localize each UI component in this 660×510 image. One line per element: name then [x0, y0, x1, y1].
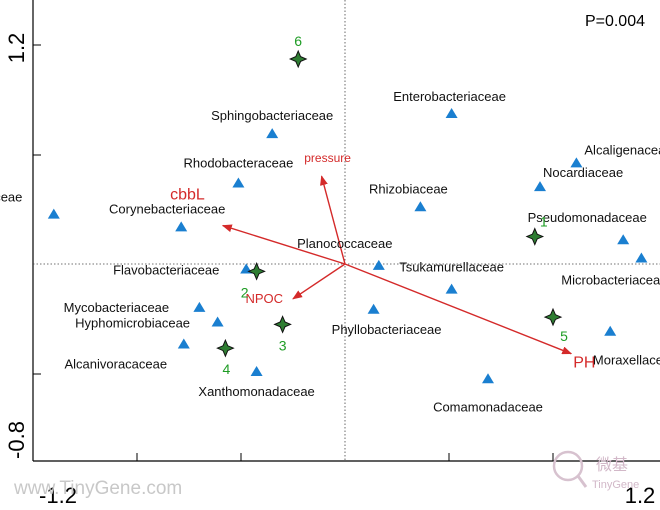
vector-arrow [320, 175, 346, 265]
taxon-marker [211, 316, 224, 327]
taxon-marker [193, 301, 206, 312]
y-ticks [33, 44, 41, 375]
vector-label: cbbL [170, 187, 205, 204]
vector-arrow [221, 224, 346, 265]
sample-label: 5 [560, 328, 568, 344]
sample-label: 2 [241, 284, 249, 300]
taxon-label: Nocardiaceae [543, 165, 623, 180]
taxon-marker [570, 157, 583, 168]
watermark-url: www.TinyGene.com [13, 478, 182, 499]
y-tick-label-bottom: -0.8 [4, 421, 29, 459]
taxon-label: Microbacteriaceae [561, 273, 660, 288]
y-tick-label-top: 1.2 [4, 33, 29, 64]
sample-label: 4 [223, 361, 231, 377]
samples-layer: 6 1 2 3 5 4 [216, 33, 568, 377]
taxon-marker [445, 283, 458, 294]
sample-label: 3 [279, 337, 287, 353]
x-ticks [136, 453, 554, 461]
vectors-layer: cbbL pressure NPOC PH [170, 151, 595, 372]
vector-label: PH [573, 355, 595, 372]
x-tick-label-right: 1.2 [625, 483, 656, 508]
taxon-label: Hyphomicrobiaceae [75, 316, 190, 331]
watermark-logo-en: TinyGene [592, 479, 639, 491]
sample-label: 1 [540, 214, 548, 230]
taxon-label: Tsukamurellaceae [399, 260, 504, 275]
taxon-label: Flavobacteriaceae [113, 262, 219, 277]
taxon-marker [250, 365, 263, 376]
taxon-label: Moraxellaceae [593, 353, 660, 368]
taxon-marker [534, 181, 546, 192]
taxon-label: Corynebacteriaceae [109, 201, 225, 216]
sample-label: 6 [294, 33, 302, 49]
taxon-label: Enterobacteriaceae [393, 89, 506, 104]
sample-marker [273, 315, 292, 334]
vector-label: pressure [304, 151, 351, 165]
taxon-marker [367, 303, 380, 314]
sample-marker [543, 307, 563, 327]
taxon-marker [47, 208, 60, 219]
taxon-marker [175, 221, 188, 232]
taxon-label: Xanthomonadaceae [198, 384, 314, 399]
taxon-label: Planococcaceae [297, 236, 392, 251]
taxon-marker [635, 252, 648, 263]
sample-marker [247, 262, 266, 281]
watermark-logo-cn: 微基 [596, 456, 628, 474]
sample-marker [288, 49, 308, 69]
taxon-marker [266, 128, 279, 139]
sample-marker [525, 227, 545, 246]
taxon-label: Phyllobacteriaceae [332, 322, 442, 337]
taxon-label: Pseudomonadaceae [528, 210, 647, 225]
taxon-label: Burkholderiaceae [0, 190, 22, 205]
taxon-marker [414, 201, 427, 212]
taxon-label: Rhodobacteraceae [183, 155, 293, 170]
taxon-label: Alcaligenaceae [584, 142, 660, 157]
taxon-marker [372, 259, 385, 270]
taxa-layer: Enterobacteriaceae Sphingobacteriaceae Alc… [0, 89, 660, 414]
taxon-label: Alcanivoracaceae [64, 357, 167, 372]
vector-arrow [292, 263, 346, 300]
taxon-marker [232, 177, 245, 188]
taxon-marker [482, 373, 494, 384]
taxon-marker [604, 325, 617, 336]
taxon-label: Rhizobiaceae [369, 181, 448, 196]
vector-label: NPOC [245, 291, 283, 306]
vector-arrow [344, 263, 573, 355]
p-value-annotation: P=0.004 [585, 13, 645, 30]
x-tick-label-left: -1.2 [39, 483, 77, 508]
taxon-label: Sphingobacteriaceae [211, 108, 333, 123]
sample-marker [216, 338, 235, 358]
taxon-marker [177, 338, 190, 349]
taxon-marker [445, 107, 458, 118]
taxon-label: Comamonadaceae [433, 399, 543, 414]
taxon-marker [617, 234, 630, 245]
taxon-label: Mycobacteriaceae [64, 300, 170, 315]
watermark-logo: 微基 TinyGene [552, 450, 639, 491]
